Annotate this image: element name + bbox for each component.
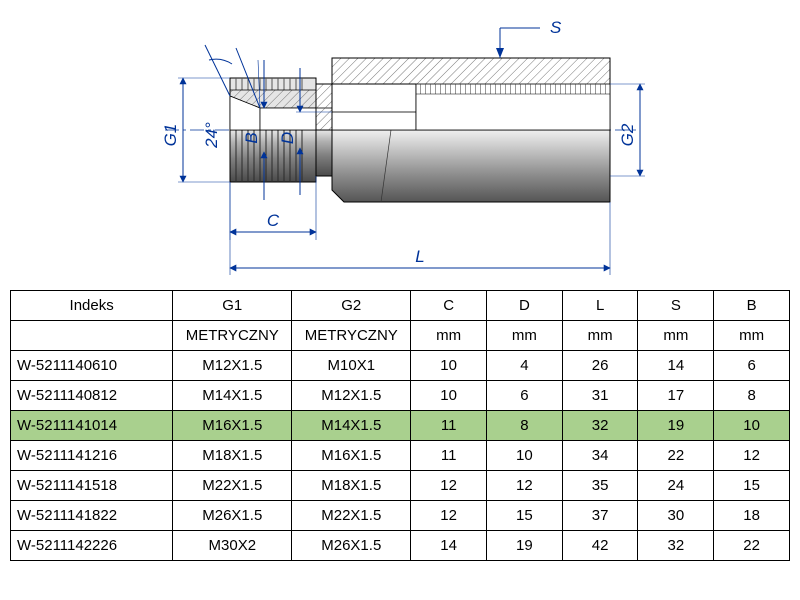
label-angle: 24° xyxy=(202,122,221,149)
table-cell: 37 xyxy=(562,501,638,531)
table-row: W-5211141518M22X1.5M18X1.51212352415 xyxy=(11,471,790,501)
header-row: Indeks G1 G2 C D L S B xyxy=(11,291,790,321)
table-cell: W-5211141014 xyxy=(11,411,173,441)
table-cell: M16X1.5 xyxy=(173,411,292,441)
table-cell: 24 xyxy=(638,471,714,501)
technical-diagram: G1 24° B D C L S G2 xyxy=(0,0,800,290)
table-row: W-5211141216M18X1.5M16X1.51110342212 xyxy=(11,441,790,471)
unit-1: METRYCZNY xyxy=(173,321,292,351)
hdr-indeks: Indeks xyxy=(11,291,173,321)
table-cell: 4 xyxy=(487,351,563,381)
table-cell: 22 xyxy=(714,531,790,561)
table-cell: 10 xyxy=(411,381,487,411)
table-cell: M26X1.5 xyxy=(292,531,411,561)
table-row: W-5211141822M26X1.5M22X1.51215373018 xyxy=(11,501,790,531)
table-cell: M18X1.5 xyxy=(173,441,292,471)
label-c: C xyxy=(267,211,280,230)
unit-3: mm xyxy=(411,321,487,351)
hdr-d: D xyxy=(487,291,563,321)
fitting-drawing: G1 24° B D C L S G2 xyxy=(0,0,800,290)
table-cell: W-5211140812 xyxy=(11,381,173,411)
table-cell: W-5211140610 xyxy=(11,351,173,381)
table-cell: M22X1.5 xyxy=(292,501,411,531)
table-cell: 42 xyxy=(562,531,638,561)
hdr-c: C xyxy=(411,291,487,321)
table-cell: M14X1.5 xyxy=(173,381,292,411)
hdr-b: B xyxy=(714,291,790,321)
table-row: W-5211140812M14X1.5M12X1.510631178 xyxy=(11,381,790,411)
hdr-g1: G1 xyxy=(173,291,292,321)
table-cell: 12 xyxy=(411,501,487,531)
unit-6: mm xyxy=(638,321,714,351)
table-cell: 18 xyxy=(714,501,790,531)
table-cell: 19 xyxy=(487,531,563,561)
table-cell: W-5211142226 xyxy=(11,531,173,561)
units-row: METRYCZNY METRYCZNY mm mm mm mm mm xyxy=(11,321,790,351)
table-cell: 12 xyxy=(714,441,790,471)
table-cell: M12X1.5 xyxy=(292,381,411,411)
table-cell: 22 xyxy=(638,441,714,471)
label-d: D xyxy=(278,132,297,144)
label-b: B xyxy=(242,132,261,143)
specification-table: Indeks G1 G2 C D L S B METRYCZNY METRYCZ… xyxy=(10,290,790,561)
unit-0 xyxy=(11,321,173,351)
hdr-g2: G2 xyxy=(292,291,411,321)
table-cell: 19 xyxy=(638,411,714,441)
table-row: W-5211141014M16X1.5M14X1.5118321910 xyxy=(11,411,790,441)
hdr-s: S xyxy=(638,291,714,321)
label-l: L xyxy=(415,247,424,266)
table-cell: M30X2 xyxy=(173,531,292,561)
table-cell: M22X1.5 xyxy=(173,471,292,501)
table-cell: 14 xyxy=(411,531,487,561)
label-g1: G1 xyxy=(161,124,180,147)
label-s: S xyxy=(550,18,562,37)
table-cell: 10 xyxy=(411,351,487,381)
table-cell: M14X1.5 xyxy=(292,411,411,441)
table-cell: W-5211141518 xyxy=(11,471,173,501)
table-cell: 10 xyxy=(714,411,790,441)
table-cell: 6 xyxy=(714,351,790,381)
table-cell: M10X1 xyxy=(292,351,411,381)
table-cell: 6 xyxy=(487,381,563,411)
table-cell: M26X1.5 xyxy=(173,501,292,531)
table-cell: 32 xyxy=(638,531,714,561)
spec-table: Indeks G1 G2 C D L S B METRYCZNY METRYCZ… xyxy=(10,290,790,561)
table-cell: 11 xyxy=(411,441,487,471)
table-cell: M12X1.5 xyxy=(173,351,292,381)
table-row: W-5211140610M12X1.5M10X110426146 xyxy=(11,351,790,381)
table-cell: 15 xyxy=(714,471,790,501)
table-cell: 12 xyxy=(487,471,563,501)
table-cell: 8 xyxy=(714,381,790,411)
table-cell: 32 xyxy=(562,411,638,441)
table-cell: 8 xyxy=(487,411,563,441)
table-cell: 31 xyxy=(562,381,638,411)
table-cell: 11 xyxy=(411,411,487,441)
table-cell: M16X1.5 xyxy=(292,441,411,471)
hdr-l: L xyxy=(562,291,638,321)
unit-5: mm xyxy=(562,321,638,351)
table-cell: M18X1.5 xyxy=(292,471,411,501)
table-cell: 26 xyxy=(562,351,638,381)
table-cell: 35 xyxy=(562,471,638,501)
table-cell: 30 xyxy=(638,501,714,531)
table-cell: W-5211141822 xyxy=(11,501,173,531)
table-cell: 34 xyxy=(562,441,638,471)
label-g2: G2 xyxy=(618,123,637,146)
unit-7: mm xyxy=(714,321,790,351)
table-cell: 10 xyxy=(487,441,563,471)
table-cell: 15 xyxy=(487,501,563,531)
unit-4: mm xyxy=(487,321,563,351)
unit-2: METRYCZNY xyxy=(292,321,411,351)
table-row: W-5211142226M30X2M26X1.51419423222 xyxy=(11,531,790,561)
table-cell: 12 xyxy=(411,471,487,501)
table-cell: W-5211141216 xyxy=(11,441,173,471)
table-cell: 14 xyxy=(638,351,714,381)
table-cell: 17 xyxy=(638,381,714,411)
